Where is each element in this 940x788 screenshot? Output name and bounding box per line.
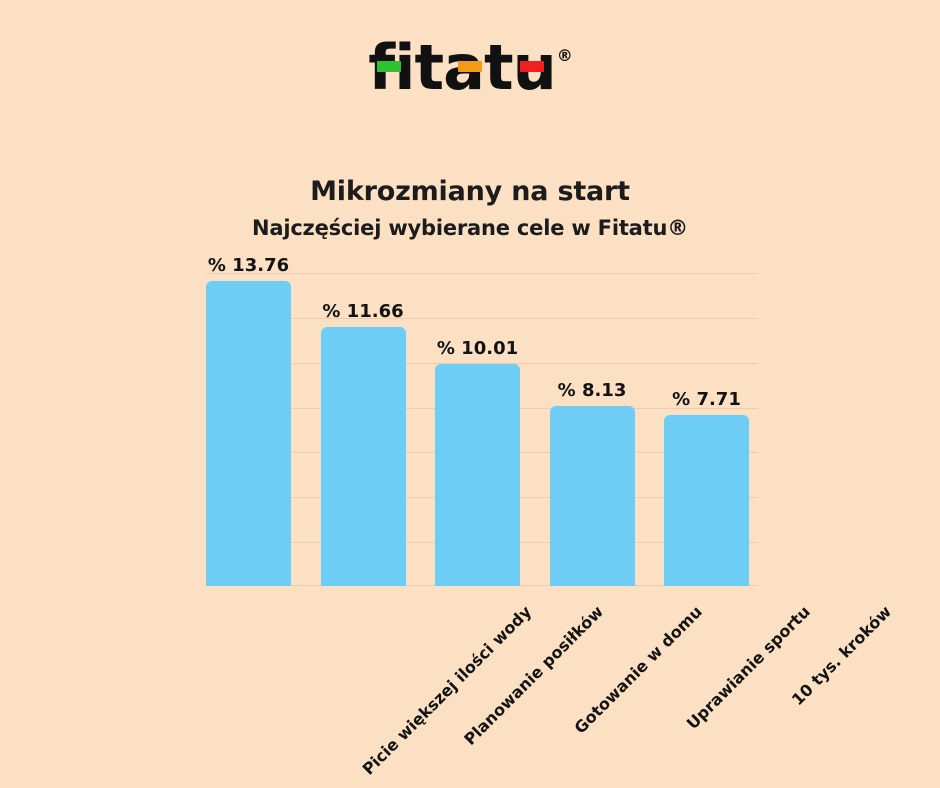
x-axis-label: Uprawianie sportu (682, 602, 814, 734)
chart-title: Mikrozmiany na start (310, 176, 630, 207)
bar[interactable] (549, 405, 635, 586)
bar-chart-plot-area (206, 273, 758, 586)
logo-accent-bar-red (520, 61, 545, 72)
bar-value-label: % 10.01 (436, 337, 519, 359)
chart-subtitle: Najczęściej wybierane cele w Fitatu® (251, 216, 689, 240)
bar[interactable] (664, 414, 749, 586)
bar-value-label: % 11.66 (322, 301, 404, 323)
bar-value-label: % 7.71 (672, 388, 741, 410)
bar[interactable] (206, 280, 291, 586)
logo-accent-bar-green (377, 61, 402, 72)
logo-wordmark: fitatu® (368, 37, 573, 99)
bar-value-label: % 13.76 (207, 254, 290, 276)
registered-trademark-icon: ® (556, 45, 573, 65)
bar[interactable] (435, 363, 520, 586)
fitatu-logo: fitatu® (0, 28, 940, 108)
gridline (206, 273, 758, 274)
bar[interactable] (320, 327, 406, 586)
logo-accent-bar-orange (458, 61, 483, 72)
bar-value-label: % 8.13 (557, 379, 627, 401)
gridline (206, 317, 758, 319)
gridline (206, 362, 758, 364)
